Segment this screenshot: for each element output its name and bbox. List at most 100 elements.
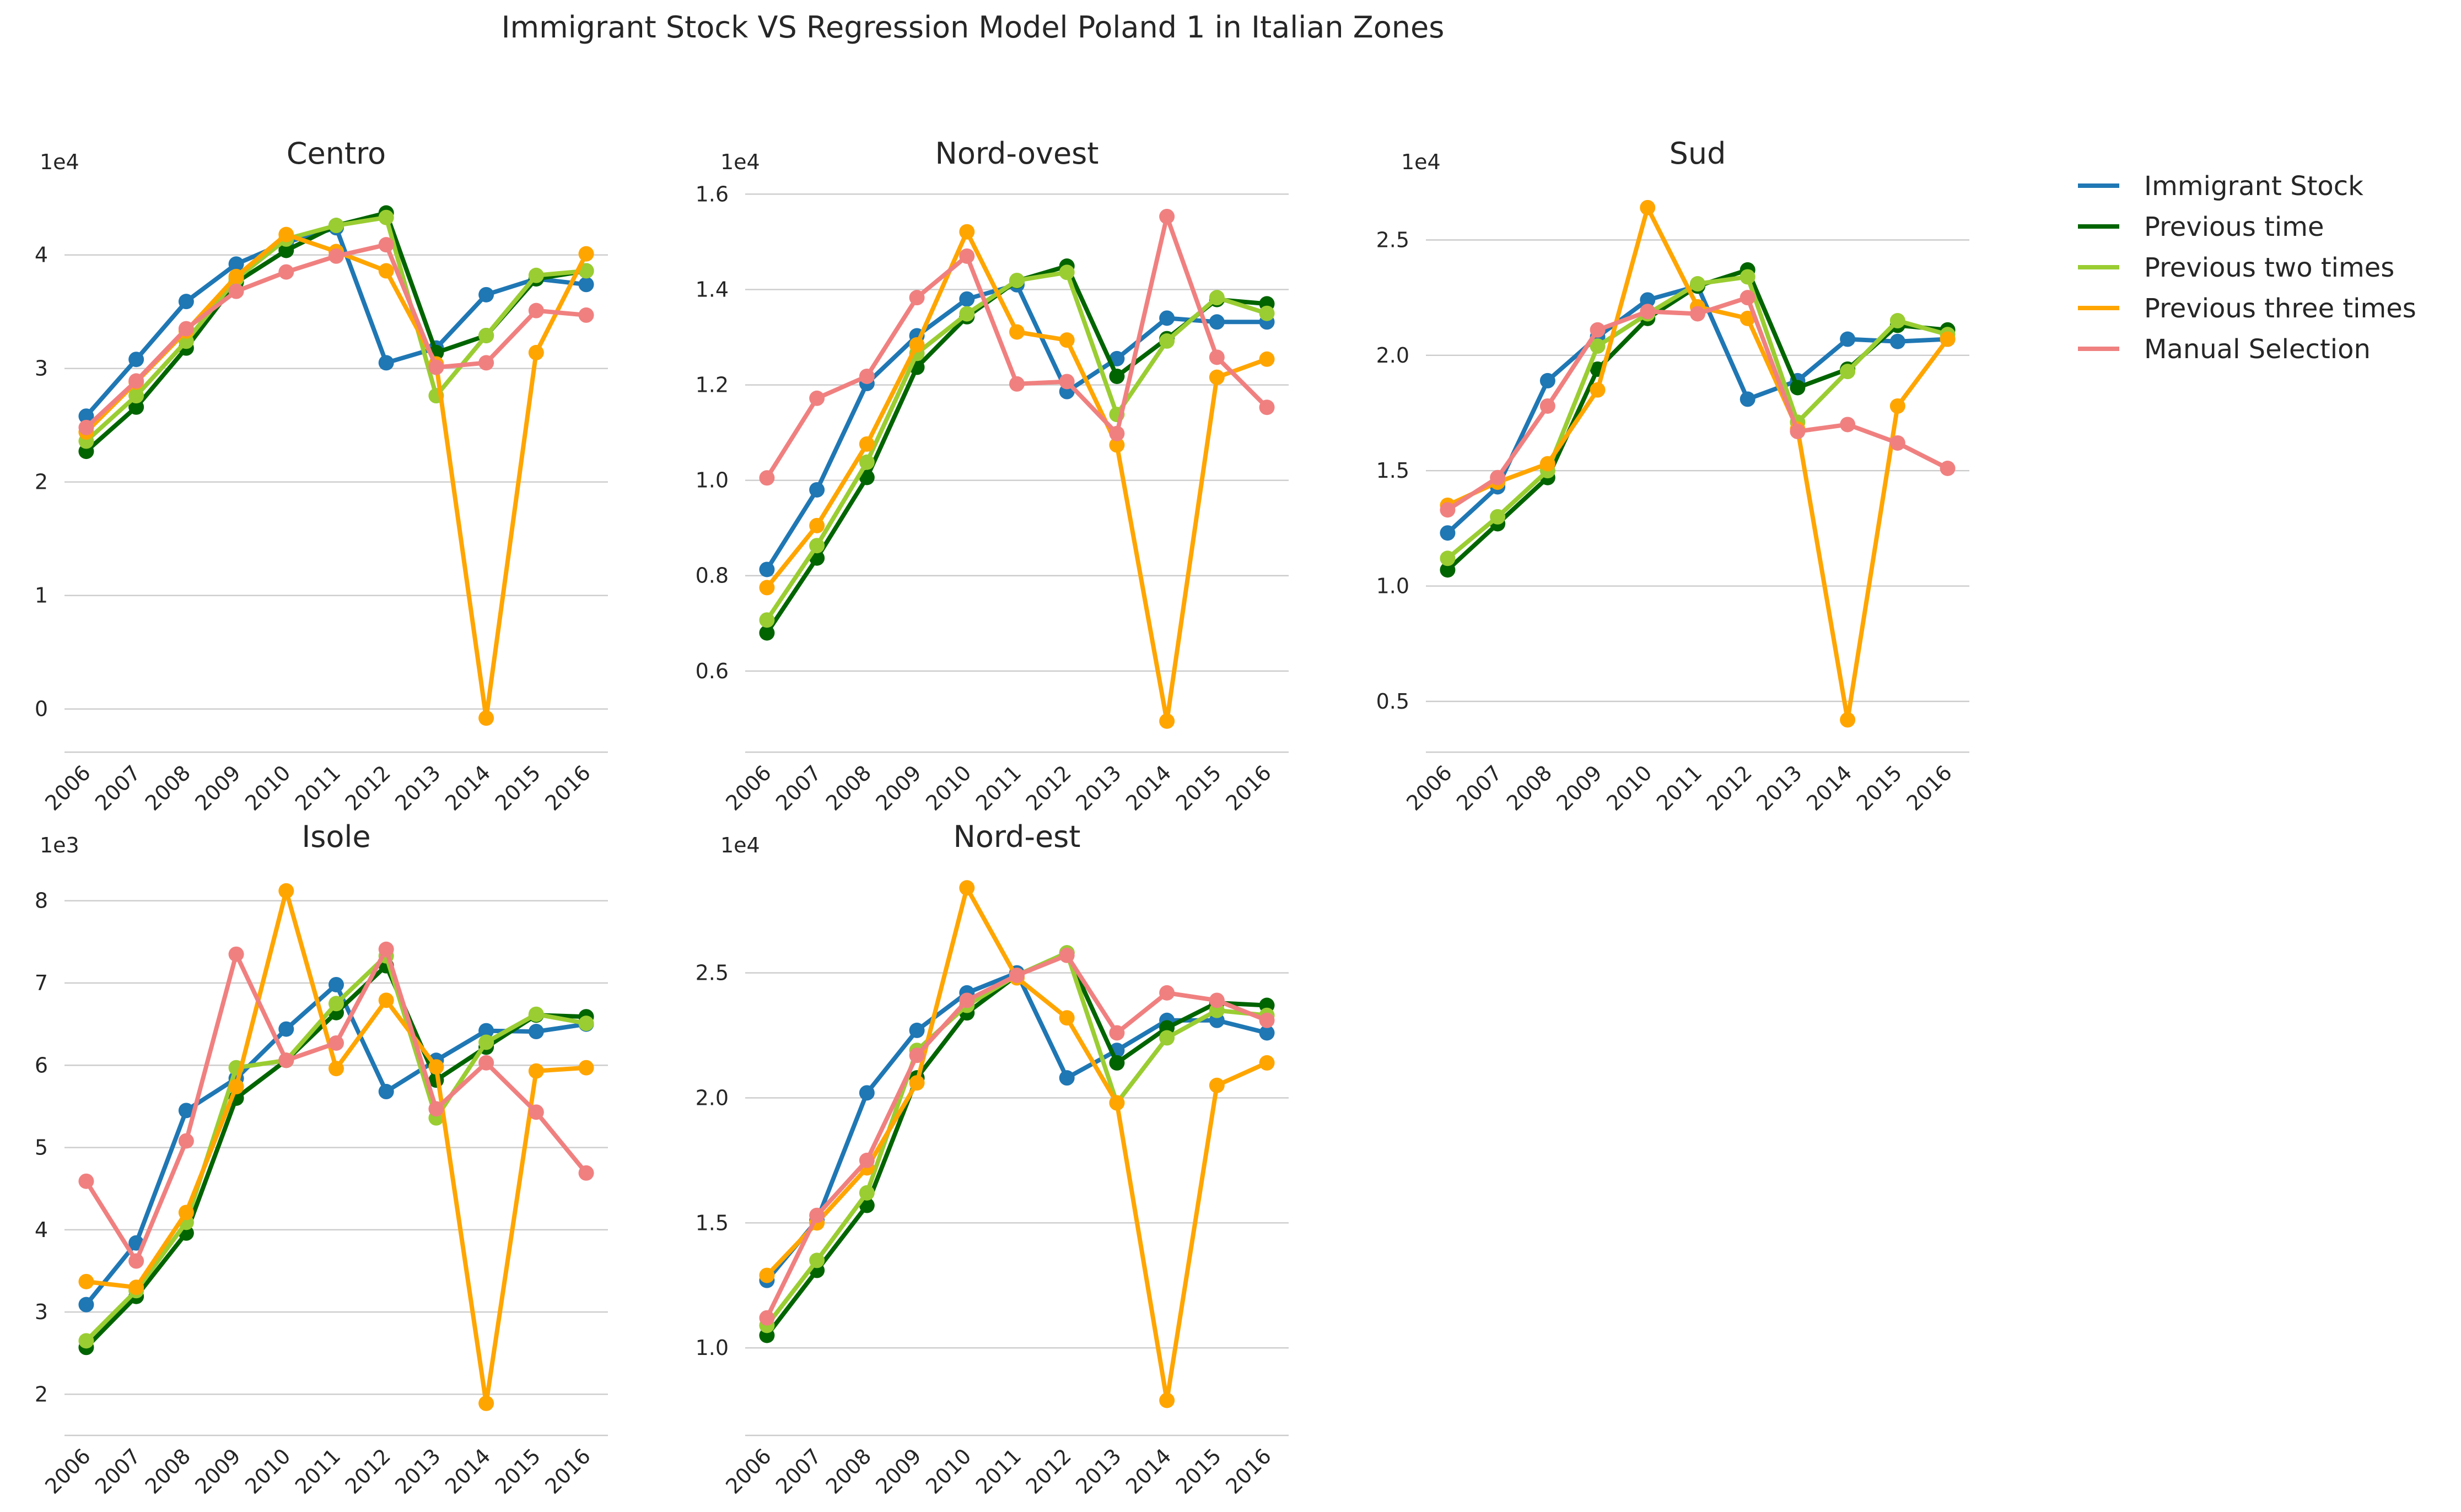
data-point (1109, 425, 1125, 441)
x-tick-label: 2014 (1802, 760, 1857, 816)
x-tick-label: 2015 (1171, 760, 1226, 816)
data-point (329, 996, 344, 1012)
x-tick-label: 2006 (721, 760, 776, 816)
data-point (1059, 374, 1075, 390)
data-point (1840, 712, 1856, 728)
x-tick-label: 2012 (1021, 760, 1076, 816)
x-tick-label: 2008 (821, 1444, 876, 1499)
data-point (959, 248, 975, 264)
data-point (478, 355, 494, 371)
subplot-nord-ovest: 0.60.81.01.21.41.62006200720082009201020… (696, 136, 1289, 816)
data-point (78, 419, 94, 435)
subplots-grid: 0123420062007200820092010201120122013201… (35, 136, 1969, 1499)
data-point (1590, 338, 1606, 354)
legend-label: Manual Selection (2144, 334, 2371, 365)
y-tick-label: 2.5 (1376, 228, 1409, 252)
series-line (764, 951, 1269, 1328)
data-point (1159, 208, 1175, 224)
data-point (378, 355, 394, 371)
data-point (78, 1333, 94, 1349)
series-line (764, 885, 1269, 1403)
series-manual-selection (759, 947, 1275, 1326)
data-point (1889, 333, 1905, 349)
data-point (1059, 1070, 1075, 1086)
y-tick-label: 1.5 (696, 1211, 729, 1235)
data-point (759, 612, 775, 628)
x-tick-label: 2014 (1121, 1444, 1176, 1499)
data-point (759, 625, 775, 641)
data-point (578, 1016, 594, 1032)
data-point (1889, 398, 1905, 414)
data-point (859, 454, 875, 470)
x-tick-label: 2015 (491, 1444, 546, 1499)
data-point (959, 880, 975, 896)
x-tick-label: 2011 (971, 760, 1026, 816)
data-point (859, 1152, 875, 1168)
x-tick-label: 2008 (821, 760, 876, 816)
y-tick-label: 2.0 (1376, 343, 1409, 368)
data-point (528, 303, 544, 318)
x-tick-label: 2016 (1221, 1444, 1276, 1499)
data-point (1009, 272, 1025, 288)
scale-label: 1e4 (40, 150, 79, 174)
data-point (378, 1084, 394, 1100)
data-point (578, 246, 594, 262)
y-tick-label: 5 (35, 1136, 48, 1160)
legend-item-previous-three-times: Previous three times (2078, 293, 2416, 324)
data-point (759, 1310, 775, 1326)
y-tick-label: 1.0 (696, 468, 729, 493)
data-point (528, 1006, 544, 1022)
series-previous-three-times (759, 880, 1275, 1408)
x-tick-label: 2016 (1902, 760, 1957, 816)
subplot-centro: 0123420062007200820092010201120122013201… (35, 136, 608, 816)
data-point (759, 470, 775, 486)
data-point (1590, 322, 1606, 338)
data-point (1740, 391, 1755, 407)
legend-label: Previous time (2144, 212, 2324, 242)
x-tick-label: 2011 (971, 1444, 1026, 1499)
data-point (1440, 550, 1456, 566)
data-point (809, 538, 825, 554)
y-tick-label: 2.0 (696, 1086, 729, 1110)
series-line (764, 951, 1269, 1338)
x-tick-label: 2009 (1552, 760, 1607, 816)
data-point (428, 359, 444, 375)
y-tick-label: 0.8 (696, 564, 729, 588)
data-point (759, 580, 775, 596)
y-tick-label: 3 (35, 1300, 48, 1324)
x-tick-label: 2010 (240, 1444, 295, 1499)
data-point (378, 209, 394, 225)
data-point (128, 352, 144, 368)
data-point (478, 1023, 494, 1039)
legend-item-immigrant-stock: Immigrant Stock (2078, 171, 2363, 202)
data-point (1259, 1055, 1275, 1071)
data-point (78, 1173, 94, 1189)
data-point (228, 268, 244, 284)
data-point (1790, 380, 1806, 396)
data-point (1009, 376, 1025, 392)
subplot-nord-est: 1.0 1.5 2.0 2.5 2006200720082009201020112012… (696, 819, 1289, 1499)
series-manual-selection (78, 237, 594, 435)
data-point (959, 992, 975, 1008)
x-tick-label: 2006 (1402, 760, 1457, 816)
data-point (528, 1024, 544, 1040)
data-point (278, 1052, 294, 1068)
data-point (329, 248, 344, 264)
data-point (859, 1185, 875, 1201)
data-point (1440, 525, 1456, 541)
data-point (1259, 305, 1275, 321)
data-point (1840, 331, 1856, 347)
data-point (1590, 382, 1606, 398)
scale-label: 1e4 (1401, 150, 1441, 174)
data-point (378, 263, 394, 279)
data-point (128, 1279, 144, 1295)
legend-label: Previous two times (2144, 252, 2394, 283)
x-tick-label: 2006 (721, 1444, 776, 1499)
data-point (1109, 1095, 1125, 1111)
data-point (959, 291, 975, 307)
data-point (1209, 314, 1225, 330)
y-tick-label: 0 (35, 697, 48, 721)
data-point (528, 1063, 544, 1079)
y-tick-label: 1.0 (1376, 574, 1409, 598)
